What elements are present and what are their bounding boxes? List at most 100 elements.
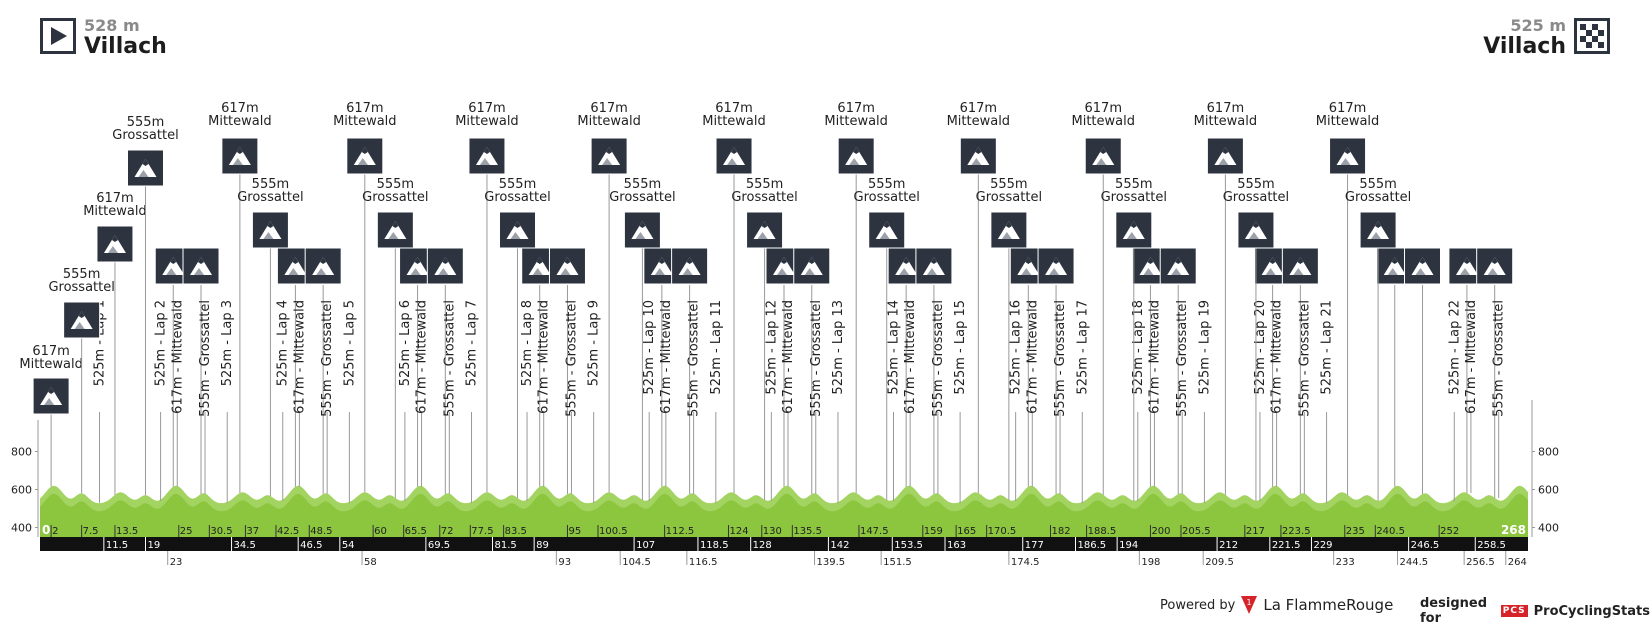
mountain-icon — [868, 211, 906, 249]
mountain-icon — [1206, 137, 1244, 175]
climb-name-label: Mittewald — [333, 114, 396, 129]
km-tick-label-top: 182 — [1052, 526, 1071, 537]
km-tick-label-top: 112.5 — [666, 526, 695, 537]
mountain-icon — [1329, 137, 1367, 175]
mountain-icon — [1281, 247, 1319, 285]
km-tick-label-below: 151.5 — [883, 557, 912, 568]
climb-name-label: Mittewald — [824, 114, 887, 129]
climb-elevation-label: 555m — [1359, 177, 1396, 192]
y-tick-left: 800 — [11, 446, 32, 459]
km-axis-bar — [40, 537, 1528, 551]
climb-name-label: Grossattel — [1101, 190, 1167, 205]
climb-elevation-label: 555m — [252, 177, 289, 192]
climb-elevation-label: 617m — [960, 101, 997, 116]
km-tick-label-top: 147.5 — [860, 526, 889, 537]
climb-name-label: Mittewald — [1316, 114, 1379, 129]
y-tick-left: 600 — [11, 484, 32, 497]
vertical-label: 525m - Lap 11 — [709, 300, 724, 395]
km-tick-label-top: 223.5 — [1282, 526, 1311, 537]
km-tick-label-below: 174.5 — [1011, 557, 1040, 568]
vertical-label: 525m - Lap 8 — [520, 300, 535, 386]
vertical-label: 555m - Grossattel — [1053, 300, 1068, 417]
mountain-icon — [1159, 247, 1197, 285]
climb-name-label: Mittewald — [83, 204, 146, 219]
vertical-label: 617m - Mittewald — [1147, 300, 1162, 414]
mountain-icon — [1404, 247, 1442, 285]
play-icon — [40, 18, 76, 54]
km-start-label: 0 — [42, 523, 50, 537]
km-tick-label-top: 205.5 — [1182, 526, 1211, 537]
climb-name-label: Mittewald — [208, 114, 271, 129]
vertical-label: 525m - Lap 10 — [642, 300, 657, 395]
km-tick-label-top: 240.5 — [1376, 526, 1405, 537]
vertical-label: 617m - Mittewald — [1025, 300, 1040, 414]
km-tick-label-bar: 34.5 — [234, 540, 256, 551]
km-tick-label-top: 100.5 — [599, 526, 628, 537]
vertical-label: 617m - Mittewald — [659, 300, 674, 414]
y-axis-left: 400 600 800 — [11, 420, 39, 537]
vertical-label: 555m - Grossattel — [564, 300, 579, 417]
vertical-label: 555m - Grossattel — [1492, 300, 1507, 417]
climb-elevation-label: 617m — [346, 101, 383, 116]
footer-designed: designed for PCS ProCyclingStats — [1420, 596, 1650, 626]
km-tick-label-top: 72 — [441, 526, 454, 537]
km-tick-label-bar: 221.5 — [1272, 540, 1301, 551]
vertical-label: 525m - Lap 16 — [1009, 300, 1024, 395]
climb-name-label: Grossattel — [731, 190, 797, 205]
vertical-label: 617m - Mittewald — [537, 300, 552, 414]
km-tick-label-below: 244.5 — [1400, 557, 1429, 568]
km-tick-label-bar: 19 — [147, 540, 160, 551]
climb-elevation-label: 617m — [221, 101, 258, 116]
elevation-profile-highlight — [40, 485, 1528, 512]
mountain-icon — [376, 211, 414, 249]
km-tick-label-bar: 118.5 — [700, 540, 729, 551]
climb-elevation-label: 617m — [1207, 101, 1244, 116]
km-tick-label-bar: 186.5 — [1077, 540, 1106, 551]
climb-elevation-label: 617m — [1329, 101, 1366, 116]
vertical-label: 617m - Mittewald — [781, 300, 796, 414]
km-tick-label-top: 30.5 — [210, 526, 232, 537]
climb-name-label: Mittewald — [455, 114, 518, 129]
vertical-label: 525m - Lap 13 — [831, 300, 846, 395]
km-tick-label-top: 217 — [1246, 526, 1265, 537]
km-tick-label-below: 233 — [1336, 557, 1355, 568]
climb-name-label: Mittewald — [947, 114, 1010, 129]
vertical-label: 525m - Lap 17 — [1075, 300, 1090, 395]
km-tick-label-top: 7.5 — [83, 526, 99, 537]
mountain-icon — [426, 247, 464, 285]
mountain-icon — [590, 137, 628, 175]
km-tick-label-bar: 163 — [947, 540, 966, 551]
climb-name-label: Grossattel — [976, 190, 1042, 205]
mountain-icon — [1476, 247, 1514, 285]
km-tick-label-bar: 212 — [1219, 540, 1238, 551]
km-tick-label-below: 198 — [1141, 557, 1160, 568]
vertical-label: 525m - Lap 5 — [342, 300, 357, 386]
km-tick-label-top: 37 — [246, 526, 259, 537]
km-tick-label-top: 2 — [52, 526, 58, 537]
km-tick-label-top: 252 — [1440, 526, 1459, 537]
climb-name-label: Grossattel — [854, 190, 920, 205]
climb-name-label: Mittewald — [1072, 114, 1135, 129]
mountain-icon — [915, 247, 953, 285]
vertical-label: 525m - Lap 19 — [1197, 300, 1212, 395]
km-tick-label-bar: 81.5 — [495, 540, 517, 551]
km-tick-label-below: 23 — [170, 557, 183, 568]
mountain-icon — [304, 247, 342, 285]
climb-name-label: Mittewald — [1194, 114, 1257, 129]
km-tick-label-top: 200 — [1151, 526, 1170, 537]
km-tick-label-below: 264 — [1508, 557, 1527, 568]
pcs-text: ProCyclingStats — [1533, 603, 1650, 619]
climb-name-label: Mittewald — [577, 114, 640, 129]
climb-name-label: Grossattel — [1223, 190, 1289, 205]
y-tick-right: 800 — [1538, 446, 1559, 459]
finish-elevation: 525 m — [1510, 16, 1566, 35]
brand-text: La FlammeRouge — [1263, 596, 1394, 614]
climb-elevation-label: 555m — [746, 177, 783, 192]
km-tick-label-bar: 229 — [1313, 540, 1332, 551]
vertical-label: 617m - Mittewald — [1464, 300, 1479, 414]
vertical-label: 525m - Lap 9 — [587, 300, 602, 386]
climb-elevation-label: 617m — [837, 101, 874, 116]
designed-for-text: designed for — [1420, 596, 1487, 626]
climb-name-label: Grossattel — [484, 190, 550, 205]
km-tick-label-top: 135.5 — [793, 526, 822, 537]
